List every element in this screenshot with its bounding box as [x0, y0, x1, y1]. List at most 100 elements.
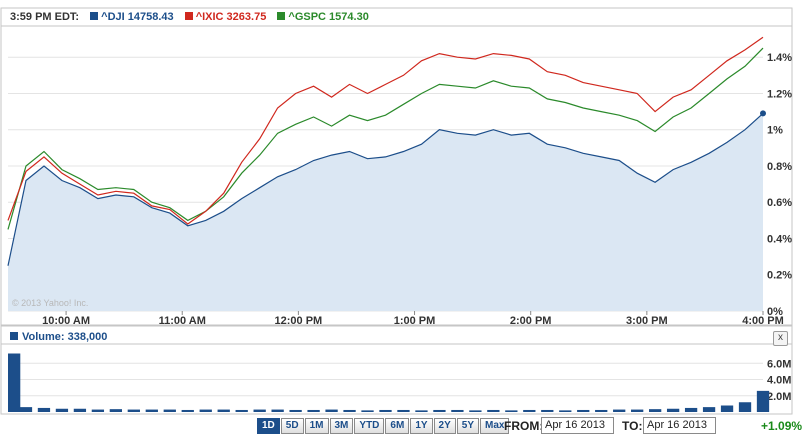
percent-change: +1.09% [761, 419, 803, 433]
volume-bar [37, 407, 51, 412]
range-5y-button[interactable]: 5Y [456, 418, 480, 434]
y-tick-label: 0% [767, 306, 783, 318]
x-tick-label: 10:00 AM [42, 315, 90, 327]
from-date-field[interactable]: Apr 16 2013 [541, 417, 614, 434]
x-tick-label: 11:00 AM [159, 315, 206, 327]
volume-bar [217, 409, 230, 412]
volume-bar [559, 410, 572, 412]
volume-bar [433, 409, 446, 412]
x-tick-label: 1:00 PM [394, 315, 436, 327]
range-1m-button[interactable]: 1M [304, 418, 329, 434]
volume-bar [397, 409, 410, 412]
range-selector: 1D 5D 1M 3M YTD 6M 1Y 2Y 5Y Max [257, 418, 510, 434]
from-label: FROM: [504, 419, 544, 433]
volume-bar [469, 410, 482, 412]
copyright: © 2013 Yahoo! Inc. [12, 298, 89, 308]
volume-swatch [10, 332, 18, 340]
volume-tick-label: 4.0M [767, 375, 791, 387]
close-volume-button[interactable]: x [773, 331, 788, 346]
volume-bar [541, 409, 554, 412]
legend-dji[interactable]: ^DJI 14758.43 [90, 11, 174, 23]
volume-bar [595, 409, 608, 412]
y-tick-label: 0.8% [767, 161, 792, 173]
volume-bar [181, 409, 194, 412]
range-ytd-button[interactable]: YTD [354, 418, 385, 434]
volume-bar [19, 407, 33, 412]
volume-bar [720, 405, 734, 412]
volume-bar [361, 410, 374, 412]
legend-dji-label: ^DJI 14758.43 [101, 11, 174, 23]
y-tick-label: 1.2% [767, 88, 792, 100]
x-tick-label: 3:00 PM [626, 315, 668, 327]
range-3m-button[interactable]: 3M [329, 418, 354, 434]
ixic-swatch [184, 12, 193, 20]
volume-bar [145, 409, 158, 412]
volume-bar [505, 410, 518, 412]
legend-gspc-label: ^GSPC 1574.30 [288, 11, 369, 23]
volume-tick-label: 6.0M [767, 358, 791, 370]
volume-bar [271, 409, 284, 412]
volume-bar [666, 408, 680, 412]
volume-bar [415, 410, 428, 412]
range-2y-button[interactable]: 2Y [433, 418, 456, 434]
volume-bar [307, 409, 320, 412]
x-tick-label: 12:00 PM [275, 315, 323, 327]
volume-bar [289, 409, 302, 412]
volume-bar [702, 407, 716, 412]
dji-swatch [90, 12, 99, 20]
legend-ixic-label: ^IXIC 3263.75 [195, 11, 267, 23]
gspc-swatch [277, 12, 286, 20]
volume-bar [648, 409, 662, 412]
volume-bar [577, 409, 590, 412]
volume-bar [738, 402, 752, 412]
volume-label: Volume: 338,000 [10, 331, 107, 343]
volume-bar [343, 409, 356, 412]
volume-bar [613, 409, 626, 412]
to-date-field[interactable]: Apr 16 2013 [643, 417, 716, 434]
volume-bar [451, 409, 464, 412]
volume-label-text: Volume: 338,000 [22, 331, 108, 343]
volume-bar [73, 408, 87, 412]
range-1d-button[interactable]: 1D [257, 418, 280, 434]
volume-bar [523, 409, 536, 412]
to-label: TO: [622, 419, 643, 433]
volume-bar [631, 409, 644, 412]
y-tick-label: 0.6% [767, 197, 792, 209]
volume-bar [487, 409, 500, 412]
volume-bar [109, 409, 123, 412]
volume-bar [8, 353, 21, 412]
dji-last-point [760, 110, 766, 117]
volume-bar [163, 409, 176, 412]
volume-bar [325, 409, 338, 412]
range-max-button[interactable]: Max [480, 418, 510, 434]
series-line-dji [7, 112, 764, 266]
volume-tick-label: 2.0M [767, 391, 791, 403]
volume-bar [91, 409, 105, 412]
y-tick-label: 1% [767, 125, 783, 137]
volume-bar [127, 409, 140, 412]
legend-gspc[interactable]: ^GSPC 1574.30 [277, 11, 369, 23]
legend-ixic[interactable]: ^IXIC 3263.75 [184, 11, 267, 23]
range-6m-button[interactable]: 6M [385, 418, 410, 434]
volume-bar [55, 408, 69, 412]
series-area-dji [8, 113, 763, 312]
volume-bar [756, 390, 770, 412]
volume-frame [0, 325, 793, 415]
y-tick-label: 0.4% [767, 233, 792, 245]
chart-frame [0, 7, 793, 326]
y-tick-label: 0.2% [767, 270, 792, 282]
series-line-ixic [7, 36, 764, 225]
x-tick-label: 2:00 PM [510, 315, 552, 327]
time-label: 3:59 PM EDT: [10, 11, 80, 23]
chart-header: 3:59 PM EDT: ^DJI 14758.43 ^IXIC 3263.75… [10, 11, 369, 23]
y-tick-label: 1.4% [767, 52, 792, 64]
range-1y-button[interactable]: 1Y [410, 418, 433, 434]
volume-bar [684, 407, 698, 412]
volume-bar [379, 409, 392, 412]
x-tick-label: 4:00 PM [742, 315, 784, 327]
volume-bar [253, 409, 266, 412]
volume-bar [199, 409, 212, 412]
series-line-gspc [7, 47, 764, 230]
range-5d-button[interactable]: 5D [280, 418, 304, 434]
